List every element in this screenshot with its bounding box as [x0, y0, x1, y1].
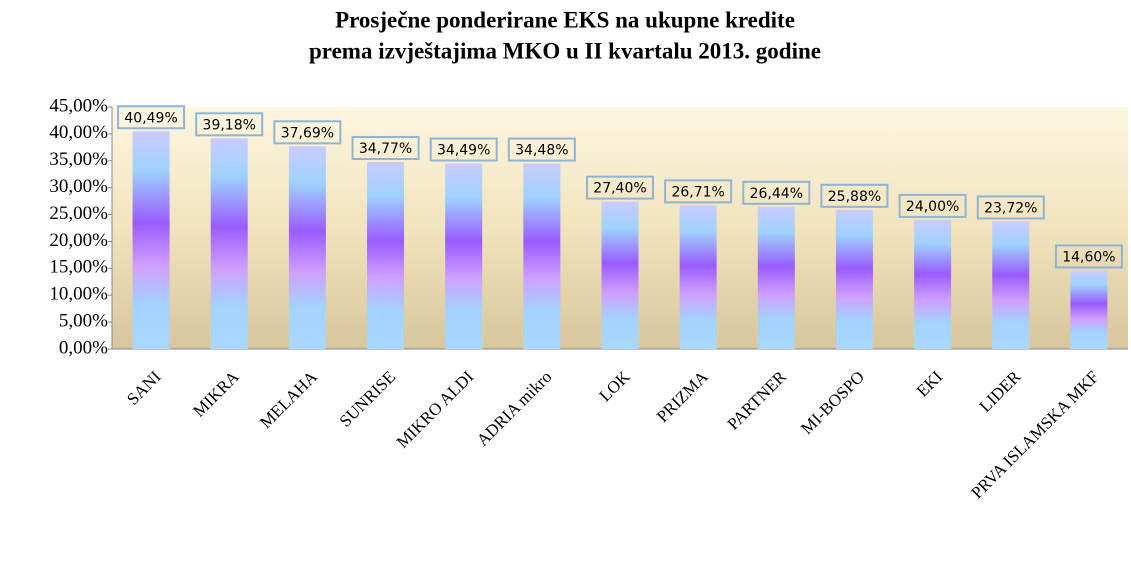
x-tick-label: EKI	[913, 367, 947, 401]
x-tick-label: LOK	[595, 367, 634, 406]
bar	[210, 138, 248, 349]
x-tick-label: PRIZMA	[653, 367, 712, 426]
x-tick-label: ADRIA mikro	[473, 367, 556, 450]
bar	[914, 219, 952, 349]
y-tick-label: 35,00%	[49, 149, 108, 170]
value-label-box	[742, 180, 811, 205]
y-tick-label: 25,00%	[49, 203, 108, 224]
bar	[835, 209, 873, 349]
bar	[367, 162, 405, 349]
value-label: 40,49%	[124, 110, 177, 126]
value-label-box	[820, 183, 889, 208]
value-label: 34,77%	[359, 141, 412, 157]
value-label-box	[351, 136, 420, 161]
value-label: 37,69%	[281, 125, 334, 141]
chart-title: Prosječne ponderirane EKS na ukupne kred…	[335, 7, 795, 32]
value-label: 27,40%	[593, 181, 646, 197]
x-tick-label: LIDER	[976, 367, 1025, 416]
y-tick-label: 20,00%	[49, 230, 108, 251]
value-label-box	[117, 105, 186, 130]
value-label: 26,71%	[671, 184, 724, 200]
value-label-box	[976, 195, 1045, 220]
value-label: 39,18%	[203, 117, 256, 133]
x-tick-label: MIKRO ALDI	[393, 367, 478, 452]
bar	[288, 146, 326, 349]
y-tick-label: 10,00%	[49, 284, 108, 305]
x-tick-label: SUNRISE	[336, 367, 400, 431]
x-tick-label: MI-BOSPO	[797, 367, 868, 438]
bar	[679, 205, 717, 349]
value-label-box	[507, 137, 576, 162]
value-label: 25,88%	[828, 189, 881, 205]
bar	[445, 163, 483, 349]
y-tick-label: 5,00%	[59, 310, 108, 331]
bar	[601, 201, 639, 349]
value-label-box	[1054, 244, 1123, 269]
value-label: 34,49%	[437, 143, 490, 159]
bar	[1070, 270, 1108, 349]
y-tick-label: 30,00%	[49, 176, 108, 197]
bar	[523, 163, 561, 349]
value-label-box	[898, 193, 967, 218]
value-label-box	[429, 137, 498, 162]
value-label: 24,00%	[906, 199, 959, 215]
value-label: 23,72%	[984, 200, 1037, 216]
y-tick-label: 40,00%	[49, 122, 108, 143]
y-tick-label: 15,00%	[49, 257, 108, 278]
x-tick-label: PARTNER	[724, 367, 791, 434]
bar	[757, 206, 795, 349]
x-tick-label: SANI	[123, 367, 165, 409]
y-tick-label: 0,00%	[59, 337, 108, 358]
value-label-box	[586, 175, 654, 200]
x-tick-label: MELAHA	[256, 367, 321, 432]
bar	[132, 131, 170, 349]
value-label: 34,48%	[515, 143, 568, 159]
x-tick-label: MIKRA	[189, 367, 243, 421]
chart-title: prema izvještajima MKO u II kvartalu 201…	[309, 38, 821, 63]
value-label-box	[195, 112, 264, 137]
value-label-box	[664, 179, 733, 204]
x-tick-label: PRVA ISLAMSKA MKF	[967, 367, 1102, 502]
value-label-box	[273, 120, 342, 145]
y-tick-label: 45,00%	[49, 95, 108, 116]
bar	[992, 221, 1030, 349]
value-label: 14,60%	[1062, 249, 1115, 265]
value-label: 26,44%	[750, 186, 803, 202]
